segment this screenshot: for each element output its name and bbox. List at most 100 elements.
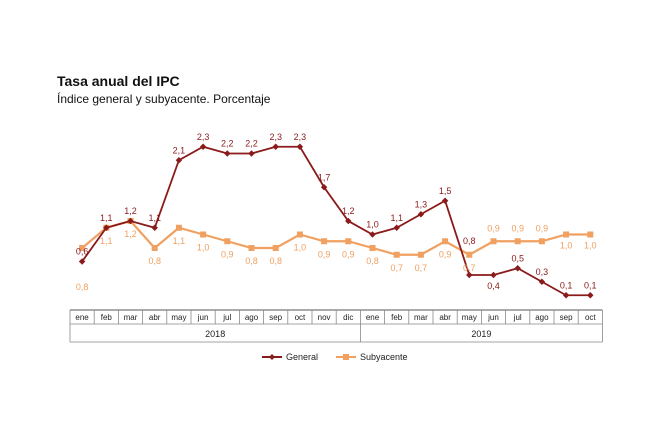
data-label-general: 2,3 (269, 132, 282, 142)
data-label-subyacente: 1,0 (560, 241, 573, 251)
x-tick-label: feb (101, 313, 113, 322)
data-label-subyacente: 0,9 (342, 249, 355, 259)
x-tick-label: mar (124, 313, 138, 322)
data-point-general (369, 231, 376, 238)
data-label-subyacente: 0,8 (245, 256, 258, 266)
x-tick-label: feb (391, 313, 403, 322)
x-tick-label: ene (366, 313, 380, 322)
x-tick-label: oct (585, 313, 596, 322)
data-label-general: 1,1 (148, 213, 161, 223)
data-point-general (490, 271, 497, 279)
data-point-general (103, 224, 110, 231)
data-label-general: 0,5 (511, 253, 524, 263)
data-label-subyacente: 0,7 (463, 263, 476, 273)
data-point-subyacente (224, 238, 231, 245)
series-line-subyacente (81, 219, 591, 257)
x-tick-label: abr (149, 313, 161, 322)
data-point-general (393, 224, 400, 231)
data-label-subyacente: 0,8 (366, 256, 379, 266)
data-label-subyacente: 1,0 (584, 241, 597, 251)
data-point-subyacente (514, 238, 521, 245)
x-tick-label: may (462, 313, 477, 322)
data-point-subyacente (490, 238, 497, 245)
year-label: 2019 (471, 329, 491, 339)
data-point-general (514, 265, 521, 272)
data-point-subyacente (563, 231, 570, 238)
data-label-subyacente: 0,9 (439, 249, 452, 259)
data-point-general (224, 150, 231, 157)
data-label-general: 2,3 (294, 132, 307, 142)
data-point-general (538, 278, 546, 285)
data-label-subyacente: 1,1 (173, 236, 186, 246)
data-label-subyacente: 0,9 (487, 223, 500, 233)
x-tick-label: sep (269, 313, 282, 322)
data-label-general: 0,1 (584, 280, 597, 290)
data-label-general: 2,1 (173, 145, 186, 155)
x-tick-label: nov (318, 313, 331, 322)
x-tick-label: dic (343, 313, 353, 322)
data-point-subyacente (151, 245, 158, 251)
legend-marker (343, 354, 349, 360)
data-point-general (562, 292, 570, 299)
data-label-general: 1,2 (124, 206, 137, 216)
chart-subtitle: Índice general y subyacente. Porcentaje (57, 92, 271, 106)
data-point-general (417, 211, 425, 218)
data-label-subyacente: 0,9 (221, 249, 234, 259)
data-label-subyacente: 1,0 (197, 243, 210, 253)
chart-title: Tasa anual del IPC (57, 73, 180, 89)
data-label-general: 1,2 (342, 206, 355, 216)
data-point-general (175, 157, 183, 164)
data-label-subyacente: 1,1 (100, 236, 113, 246)
data-label-general: 0,4 (487, 281, 500, 291)
data-point-subyacente (175, 224, 182, 231)
data-label-general: 0,3 (536, 267, 549, 277)
x-tick-label: abr (439, 313, 451, 322)
data-point-subyacente (442, 238, 449, 245)
data-point-subyacente (200, 231, 207, 238)
data-point-subyacente (466, 251, 473, 258)
data-label-subyacente: 0,9 (536, 223, 549, 233)
year-label: 2018 (205, 329, 225, 339)
data-point-subyacente (321, 238, 328, 245)
data-point-subyacente (587, 231, 594, 238)
x-tick-label: oct (295, 313, 306, 322)
data-label-general: 2,2 (221, 139, 234, 149)
data-label-subyacente: 1,0 (294, 243, 307, 253)
data-point-subyacente (417, 251, 424, 258)
data-label-general: 1,0 (366, 220, 379, 230)
data-label-general: 0,1 (560, 280, 573, 290)
x-tick-label: jun (487, 313, 499, 322)
data-label-general: 1,5 (439, 186, 452, 196)
data-label-general: 1,3 (415, 199, 428, 209)
x-tick-label: mar (414, 313, 428, 322)
x-tick-label: ago (245, 313, 259, 322)
data-point-subyacente (369, 245, 376, 251)
data-point-subyacente (345, 238, 352, 245)
data-label-subyacente: 0,7 (415, 263, 428, 273)
series-line-general (81, 145, 591, 297)
data-label-general: 0,6 (76, 247, 89, 257)
data-point-subyacente (79, 245, 86, 251)
x-tick-label: sep (560, 313, 573, 322)
data-label-subyacente: 0,9 (511, 223, 524, 233)
data-label-general: 1,1 (390, 213, 403, 223)
data-point-general (345, 217, 352, 225)
data-point-general (466, 271, 473, 279)
data-point-general (587, 292, 594, 299)
x-tick-label: jul (513, 313, 522, 322)
data-point-general (151, 224, 158, 231)
data-point-subyacente (296, 231, 303, 238)
data-label-subyacente: 0,8 (269, 256, 282, 266)
data-point-general (127, 217, 134, 225)
data-label-subyacente: 0,9 (318, 249, 331, 259)
x-tick-label: jul (222, 313, 231, 322)
data-label-subyacente: 0,8 (148, 256, 161, 266)
data-point-subyacente (248, 245, 255, 251)
data-label-subyacente: 1,2 (124, 229, 137, 239)
data-point-general (320, 184, 328, 191)
legend-label: Subyacente (360, 352, 408, 362)
data-label-general: 2,3 (197, 132, 210, 142)
data-point-general (248, 150, 255, 157)
data-point-general (199, 143, 207, 150)
data-point-subyacente (272, 245, 279, 251)
